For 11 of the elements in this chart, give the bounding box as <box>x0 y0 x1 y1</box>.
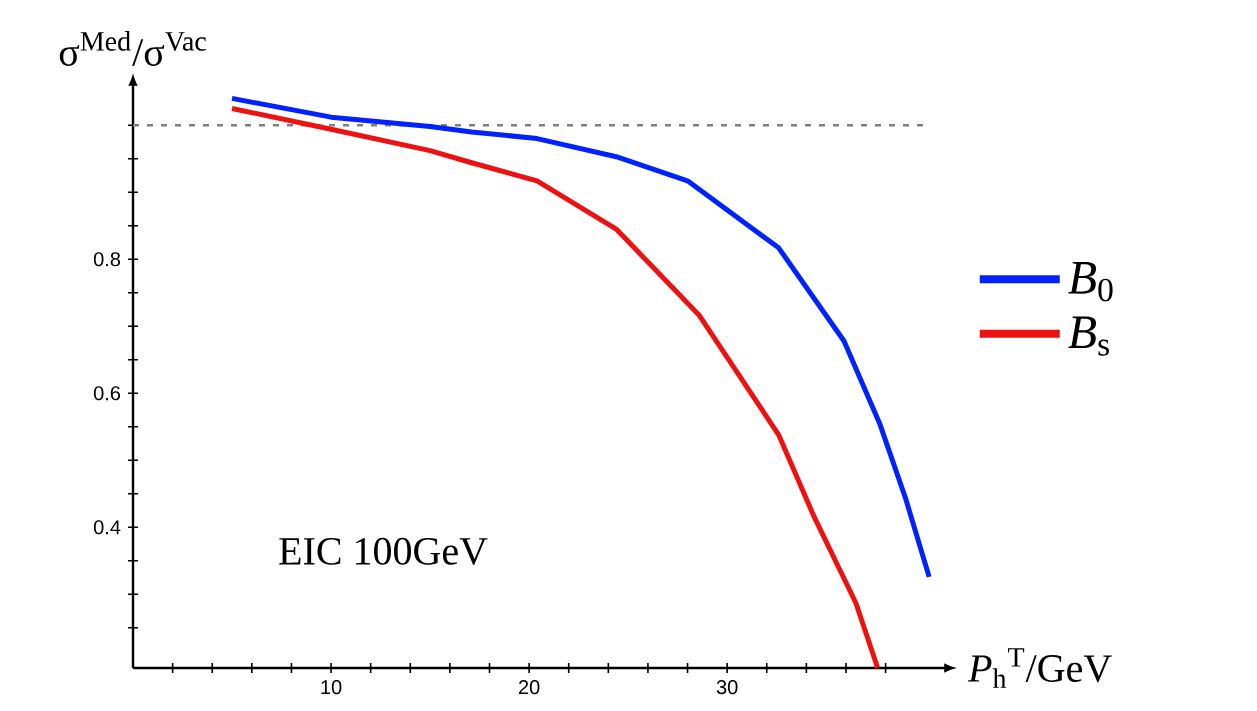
y-tick-label: 0.8 <box>93 252 121 267</box>
x-axis-title: P$_{h}$$^{T}$/GeV <box>967 648 1112 688</box>
legend-label: B$_{0}$ <box>1068 262 1113 302</box>
y-tick-label: 0.6 <box>93 386 121 401</box>
legend-label: B$_{s}$ <box>1068 316 1109 356</box>
annotation: EIC 100GeV <box>279 537 488 565</box>
y-tick-label: 0.4 <box>93 520 121 535</box>
y-axis-title: σ$^{Med}$/σ$^{Vac}$ <box>59 31 206 66</box>
x-tick-label: 10 <box>321 680 342 695</box>
x-tick-label: 30 <box>716 680 738 695</box>
x-tick-label: 20 <box>518 680 540 695</box>
